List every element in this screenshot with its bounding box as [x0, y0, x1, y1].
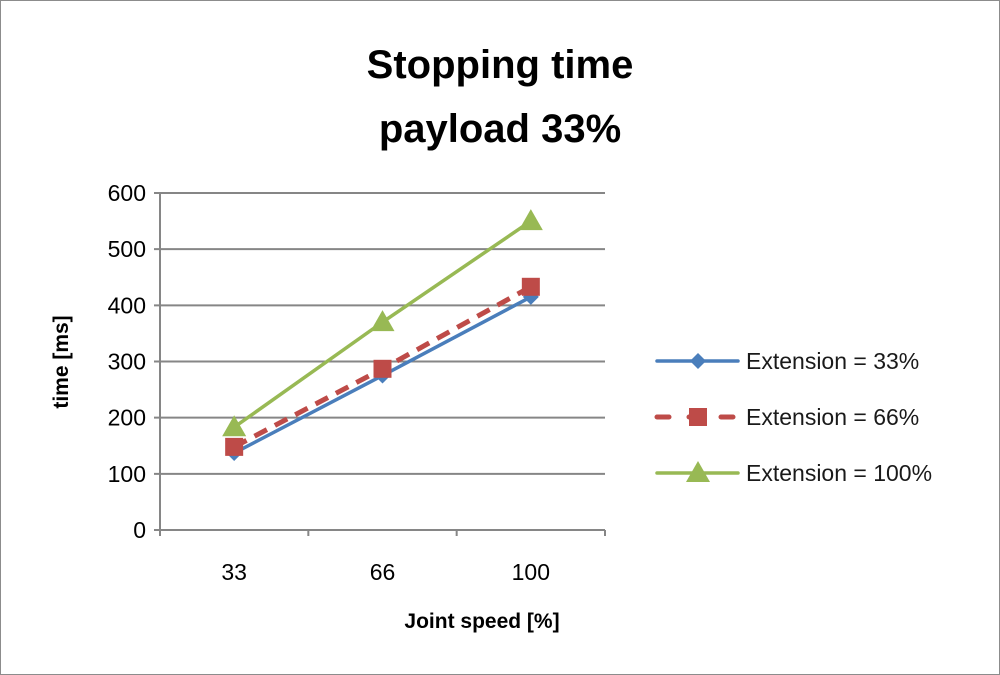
y-axis-label: time [ms]: [50, 315, 73, 408]
x-tick-label: 66: [370, 559, 396, 585]
y-tick-label: 200: [108, 405, 146, 431]
y-tick-label: 600: [108, 180, 146, 206]
x-tick-label: 33: [221, 559, 247, 585]
legend-label: Extension = 100%: [746, 460, 932, 486]
legend-item: Extension = 100%: [655, 460, 932, 486]
data-point: [521, 277, 540, 296]
legend-label: Extension = 66%: [746, 404, 919, 430]
legend-marker: [690, 353, 706, 369]
legend-item: Extension = 33%: [655, 348, 919, 374]
x-axis-label: Joint speed [%]: [404, 610, 559, 633]
y-tick-label: 100: [108, 461, 146, 487]
data-point: [222, 415, 247, 437]
legend-label: Extension = 33%: [746, 348, 919, 374]
data-point: [370, 310, 395, 332]
y-tick-label: 0: [133, 517, 146, 543]
legend-item: Extension = 66%: [654, 404, 919, 430]
legend-marker: [689, 408, 707, 426]
data-point: [225, 437, 244, 456]
y-tick-label: 500: [108, 236, 146, 262]
y-tick-label: 400: [108, 292, 146, 318]
series-3: [222, 209, 543, 437]
y-tick-label: 300: [108, 349, 146, 375]
data-point: [373, 359, 392, 378]
chart-title-line-2: payload 33%: [379, 107, 621, 151]
x-tick-label: 100: [512, 559, 550, 585]
series-2: [225, 277, 540, 456]
legend-marker: [686, 461, 710, 482]
chart-title-line-1: Stopping time: [367, 43, 634, 87]
data-point: [518, 209, 543, 231]
